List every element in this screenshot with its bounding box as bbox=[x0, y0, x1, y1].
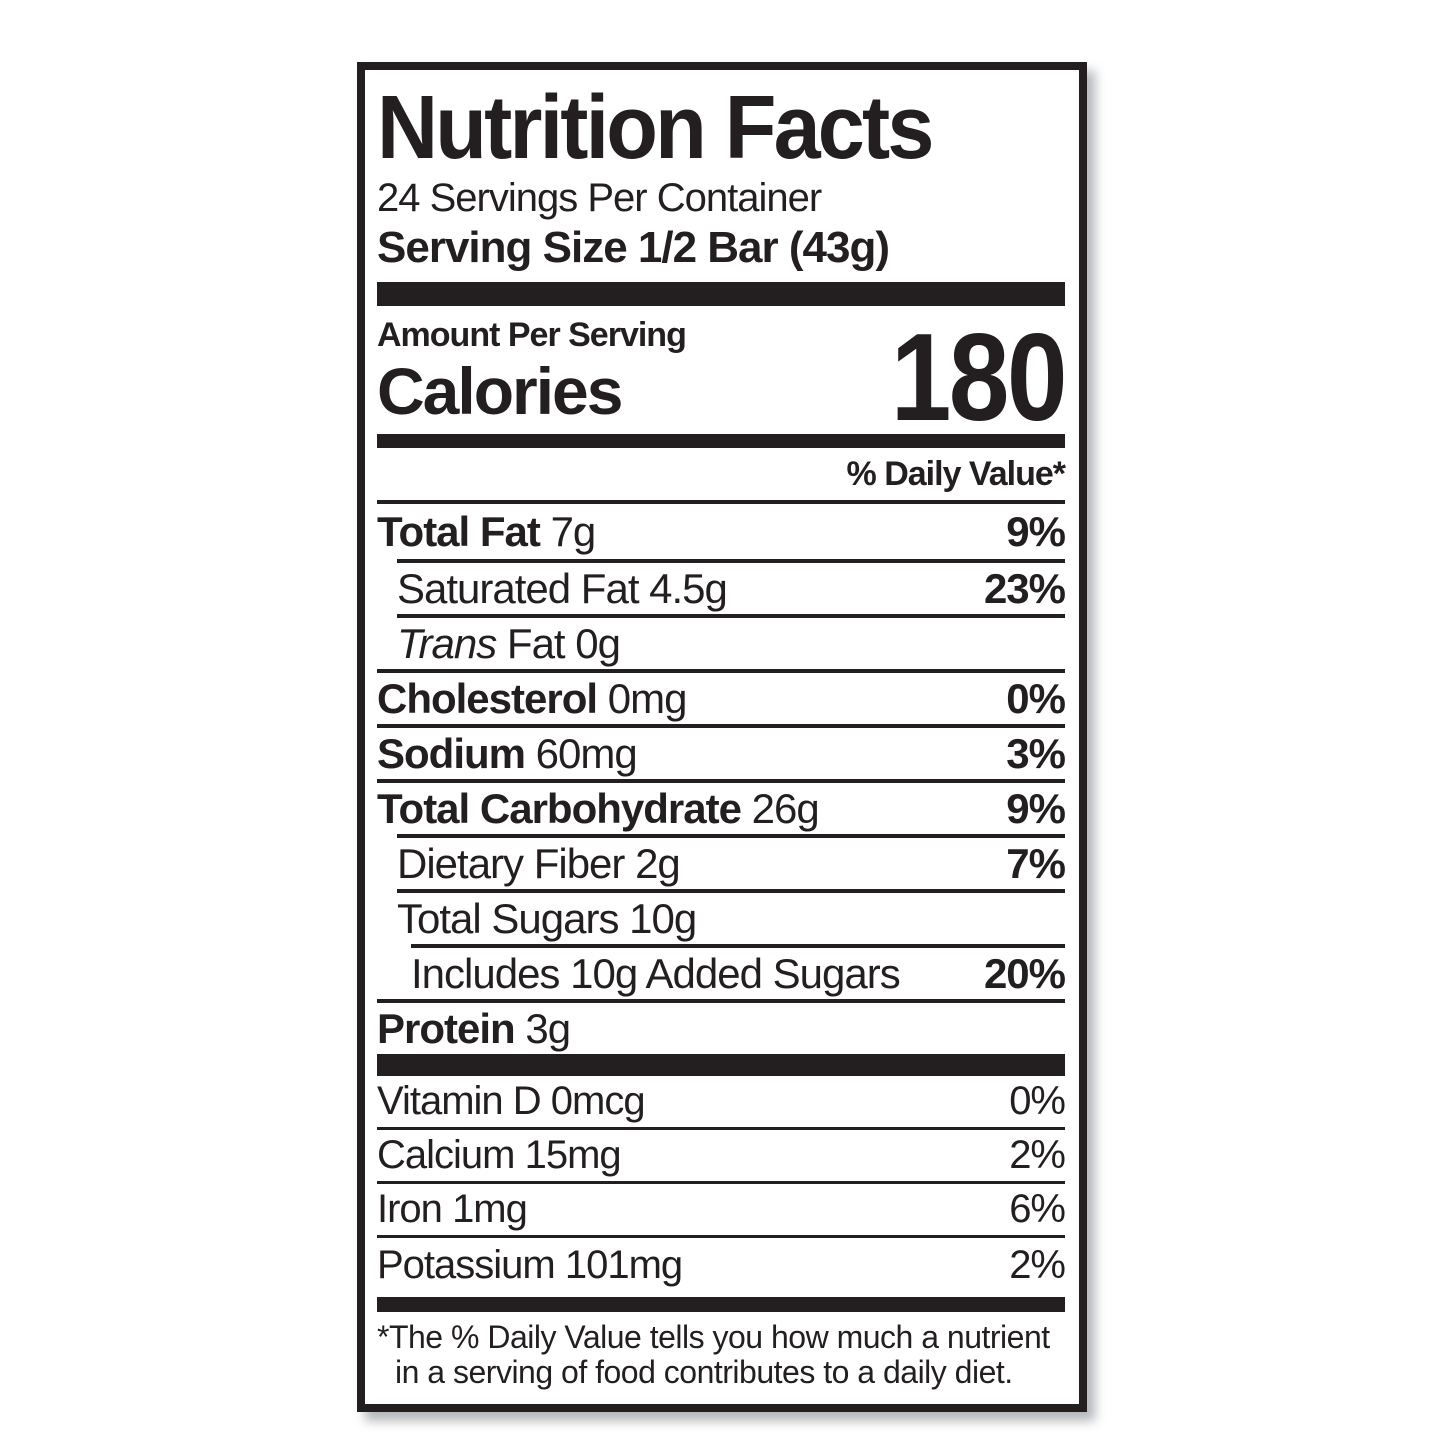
nutrient-name: Sodium bbox=[377, 729, 526, 777]
footnote-line-2: in a serving of food contributes to a da… bbox=[395, 1354, 1013, 1390]
micronutrient-amount: 101mg bbox=[564, 1242, 683, 1287]
nutrient-amount: 2g bbox=[635, 839, 681, 887]
separator-bar-thick bbox=[377, 1054, 1065, 1076]
micronutrient-text: Potassium 101mg bbox=[377, 1242, 683, 1288]
nutrient-amount: 60mg bbox=[535, 729, 638, 777]
nutrient-amount: 4.5g bbox=[649, 564, 728, 612]
nutrient-text: Total Fat 7g bbox=[377, 507, 597, 556]
calories-label: Calories bbox=[377, 354, 623, 428]
nutrient-dv: 7% bbox=[1006, 839, 1066, 887]
nutrient-amount: 3g bbox=[525, 1004, 571, 1052]
nutrient-text: Total Sugars 10g bbox=[397, 894, 697, 943]
micronutrient-dv: 6% bbox=[1009, 1187, 1066, 1231]
nutrition-facts-label: Nutrition Facts 24 Servings Per Containe… bbox=[357, 62, 1087, 1412]
nutrient-row-added-sugars: Includes 10g Added Sugars 20% bbox=[411, 944, 1066, 999]
nutrient-text: Saturated Fat 4.5g bbox=[397, 564, 728, 613]
nutrient-name: Total Sugars bbox=[397, 894, 619, 942]
micronutrient-name: Potassium bbox=[377, 1242, 556, 1287]
nutrient-name: Saturated Fat bbox=[397, 564, 639, 612]
nutrient-amount: 26g bbox=[751, 784, 820, 832]
nutrient-name: Total Carbohydrate bbox=[377, 784, 742, 832]
nutrient-text: Includes 10g Added Sugars bbox=[411, 949, 901, 998]
micronutrient-row-iron: Iron 1mg 6% bbox=[377, 1184, 1066, 1238]
nutrient-name: Total Fat bbox=[377, 507, 541, 555]
nutrient-dv: 3% bbox=[1006, 729, 1066, 777]
nutrient-amount: 0mg bbox=[607, 674, 688, 722]
nutrient-name: Protein bbox=[377, 1004, 516, 1052]
micronutrient-row-calcium: Calcium 15mg 2% bbox=[377, 1130, 1066, 1184]
micronutrient-text: Vitamin D 0mcg bbox=[377, 1079, 646, 1124]
nutrient-text: Cholesterol 0mg bbox=[377, 674, 688, 723]
nutrient-dv: 0% bbox=[1006, 674, 1066, 722]
nutrient-row-total-sugars: Total Sugars 10g bbox=[397, 889, 1065, 944]
nutrient-row-dietary-fiber: Dietary Fiber 2g 7% bbox=[397, 834, 1066, 889]
amount-per-serving-label: Amount Per Serving bbox=[377, 316, 687, 354]
micronutrient-dv: 0% bbox=[1009, 1079, 1066, 1123]
label-content: Nutrition Facts 24 Servings Per Containe… bbox=[365, 70, 1079, 1404]
footnote-line-1: *The % Daily Value tells you how much a … bbox=[377, 1319, 1050, 1355]
nutrient-dv: 9% bbox=[1006, 784, 1066, 832]
nutrient-name: Dietary Fiber bbox=[397, 839, 625, 887]
nutrient-row-sodium: Sodium 60mg 3% bbox=[377, 724, 1066, 779]
nutrient-dv: 23% bbox=[983, 564, 1066, 612]
micronutrient-amount: 15mg bbox=[524, 1133, 622, 1177]
nutrient-row-protein: Protein 3g bbox=[377, 999, 1065, 1054]
nutrient-dv: 9% bbox=[1006, 507, 1066, 555]
micronutrient-name: Vitamin D bbox=[377, 1079, 542, 1123]
separator-bar-medium bbox=[377, 434, 1065, 448]
calories-value: 180 bbox=[890, 309, 1068, 447]
footnote: *The % Daily Value tells you how much a … bbox=[377, 1312, 1065, 1396]
nutrient-row-trans-fat: Trans Fat 0g bbox=[397, 614, 1065, 669]
micronutrient-text: Calcium 15mg bbox=[377, 1133, 622, 1178]
nutrient-name: Cholesterol bbox=[377, 674, 598, 722]
nutrient-name: Trans bbox=[397, 619, 497, 667]
micronutrient-dv: 2% bbox=[1009, 1242, 1066, 1287]
daily-value-header: % Daily Value* bbox=[377, 450, 1066, 504]
nutrient-row-total-fat: Total Fat 7g 9% bbox=[377, 504, 1066, 559]
label-title: Nutrition Facts bbox=[377, 78, 934, 178]
micronutrient-row-potassium: Potassium 101mg 2% bbox=[377, 1238, 1066, 1292]
nutrient-row-total-carbohydrate: Total Carbohydrate 26g 9% bbox=[377, 779, 1066, 834]
micronutrient-row-vitamin-d: Vitamin D 0mcg 0% bbox=[377, 1076, 1066, 1130]
nutrient-text: Trans Fat 0g bbox=[397, 619, 621, 668]
nutrient-text: Total Carbohydrate 26g bbox=[377, 784, 820, 833]
nutrient-amount: 10g bbox=[629, 894, 697, 942]
calories-section: Amount Per Serving Calories 180 bbox=[377, 309, 1068, 447]
micronutrient-name: Calcium bbox=[377, 1133, 515, 1177]
nutrient-dv: 20% bbox=[983, 949, 1066, 997]
nutrient-name: Includes 10g Added Sugars bbox=[411, 949, 901, 997]
nutrient-text: Sodium 60mg bbox=[377, 729, 638, 778]
calories-left-column: Amount Per Serving Calories bbox=[377, 314, 687, 428]
nutrient-text: Dietary Fiber 2g bbox=[397, 839, 681, 888]
separator-bar-thick bbox=[377, 282, 1065, 306]
micronutrient-amount: 0mcg bbox=[550, 1079, 646, 1123]
servings-per-container: 24 Servings Per Container bbox=[377, 176, 822, 220]
nutrient-row-cholesterol: Cholesterol 0mg 0% bbox=[377, 669, 1066, 724]
nutrient-amount: 7g bbox=[550, 507, 597, 555]
nutrient-amount: Fat 0g bbox=[506, 619, 621, 667]
nutrient-text: Protein 3g bbox=[377, 1004, 571, 1053]
serving-size: Serving Size 1/2 Bar (43g) bbox=[377, 223, 890, 272]
micronutrient-dv: 2% bbox=[1009, 1133, 1066, 1177]
nutrient-row-saturated-fat: Saturated Fat 4.5g 23% bbox=[397, 559, 1066, 614]
micronutrient-amount: 1mg bbox=[452, 1187, 528, 1231]
micronutrient-text: Iron 1mg bbox=[377, 1187, 528, 1232]
separator-bar-medium bbox=[377, 1297, 1065, 1312]
micronutrient-name: Iron bbox=[377, 1187, 443, 1231]
